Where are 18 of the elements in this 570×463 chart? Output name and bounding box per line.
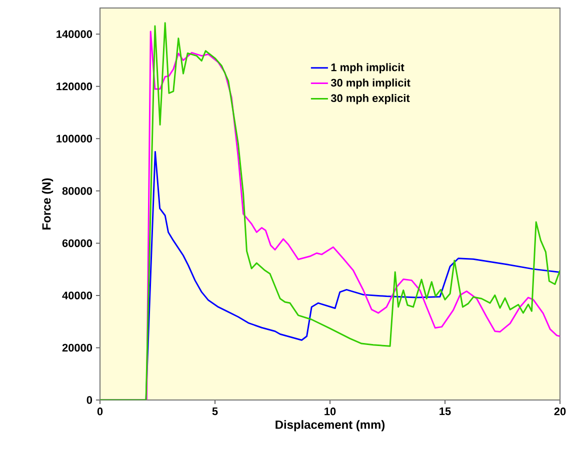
- legend-label: 30 mph explicit: [330, 94, 410, 104]
- x-tick-label: 15: [440, 408, 451, 416]
- x-tick-label: 10: [324, 408, 336, 416]
- y-tick-label: 120000: [56, 82, 92, 90]
- x-axis-title: Displacement (mm): [276, 420, 385, 432]
- y-tick-label: 60000: [62, 239, 92, 248]
- x-tick-label: 20: [554, 408, 566, 416]
- y-tick-label: 0: [86, 396, 92, 404]
- y-tick-label: 100000: [56, 134, 92, 143]
- legend-label: 1 mph implicit: [331, 63, 404, 74]
- y-tick-label: 140000: [56, 30, 92, 38]
- x-tick-label: 0: [97, 408, 103, 416]
- y-tick-label: 80000: [62, 187, 92, 195]
- y-tick-label: 40000: [62, 292, 92, 300]
- x-tick-label: 5: [212, 408, 218, 416]
- y-tick-label: 20000: [62, 344, 92, 352]
- y-axis-title: Force (N): [42, 178, 54, 230]
- legend-label: 30 mph implicit: [330, 78, 410, 89]
